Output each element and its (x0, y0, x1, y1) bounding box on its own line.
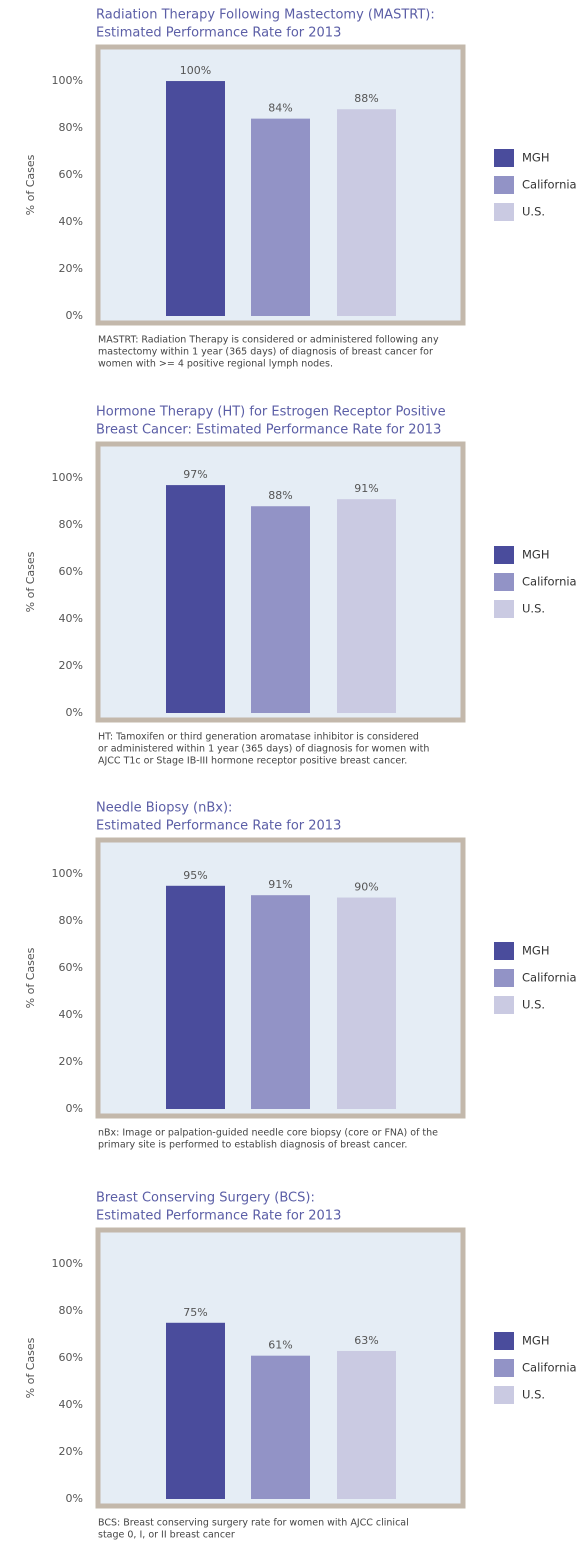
bar (166, 485, 225, 713)
value-label: 100% (180, 64, 211, 77)
value-label: 61% (268, 1339, 292, 1352)
legend-label: U.S. (522, 205, 545, 219)
y-tick-label: 60% (59, 565, 83, 578)
bar (251, 506, 310, 713)
bar (166, 885, 225, 1109)
bar (251, 118, 310, 316)
legend-swatch (494, 573, 514, 591)
legend-swatch (494, 1332, 514, 1350)
footnote: nBx: Image or palpation-guided needle co… (98, 1128, 438, 1139)
legend-label: California (522, 971, 577, 985)
legend-label: California (522, 178, 577, 192)
legend-label: MGH (522, 1334, 549, 1348)
y-axis-label: % of Cases (24, 551, 37, 612)
legend-swatch (494, 546, 514, 564)
y-tick-label: 20% (59, 262, 83, 275)
value-label: 63% (354, 1334, 378, 1347)
value-label: 91% (354, 482, 378, 495)
value-label: 75% (183, 1306, 207, 1319)
y-tick-label: 40% (59, 1398, 83, 1411)
y-tick-label: 0% (66, 1492, 83, 1505)
value-label: 97% (183, 468, 207, 481)
chart-title: Estimated Performance Rate for 2013 (96, 1209, 341, 1224)
y-tick-label: 80% (59, 1304, 83, 1317)
y-tick-label: 80% (59, 518, 83, 531)
y-tick-label: 60% (59, 168, 83, 181)
bar (337, 499, 396, 713)
y-tick-label: 0% (66, 706, 83, 719)
footnote: MASTRT: Radiation Therapy is considered … (98, 335, 439, 346)
bar (337, 897, 396, 1109)
y-tick-label: 40% (59, 215, 83, 228)
bar (166, 81, 225, 316)
legend-label: MGH (522, 151, 549, 165)
legend-swatch (494, 600, 514, 618)
footnote: HT: Tamoxifen or third generation aromat… (98, 732, 419, 743)
value-label: 88% (268, 489, 292, 502)
bar (337, 109, 396, 316)
footnote: stage 0, I, or II breast cancer (98, 1530, 235, 1541)
chart-title: Breast Conserving Surgery (BCS): (96, 1191, 315, 1206)
legend-swatch (494, 203, 514, 221)
legend-label: U.S. (522, 1388, 545, 1402)
bar (251, 895, 310, 1109)
chart-title: Needle Biopsy (nBx): (96, 801, 232, 816)
value-label: 95% (183, 869, 207, 882)
chart: Hormone Therapy (HT) for Estrogen Recept… (24, 405, 577, 767)
y-tick-label: 100% (52, 471, 83, 484)
value-label: 90% (354, 881, 378, 894)
legend-label: California (522, 1361, 577, 1375)
y-tick-label: 100% (52, 1257, 83, 1270)
footnote: or administered within 1 year (365 days)… (98, 744, 429, 755)
legend-swatch (494, 996, 514, 1014)
y-tick-label: 40% (59, 1008, 83, 1021)
footnote: BCS: Breast conserving surgery rate for … (98, 1518, 409, 1529)
y-axis-label: % of Cases (24, 1337, 37, 1398)
bar (166, 1322, 225, 1499)
legend-swatch (494, 1359, 514, 1377)
legend-swatch (494, 969, 514, 987)
chart: Needle Biopsy (nBx): Estimated Performanc… (24, 801, 577, 1151)
y-tick-label: 0% (66, 1102, 83, 1115)
legend-swatch (494, 149, 514, 167)
footnote: AJCC T1c or Stage IB-III hormone recepto… (98, 756, 407, 767)
legend-swatch (494, 942, 514, 960)
y-tick-label: 60% (59, 1351, 83, 1364)
chart-title: Breast Cancer: Estimated Performance Rat… (96, 423, 441, 438)
bar (337, 1350, 396, 1499)
legend-label: U.S. (522, 998, 545, 1012)
y-tick-label: 20% (59, 1055, 83, 1068)
value-label: 88% (354, 92, 378, 105)
legend-label: MGH (522, 944, 549, 958)
y-tick-label: 60% (59, 961, 83, 974)
legend-swatch (494, 1386, 514, 1404)
y-tick-label: 80% (59, 121, 83, 134)
chart-title: Estimated Performance Rate for 2013 (96, 819, 341, 834)
legend-swatch (494, 176, 514, 194)
chart: Radiation Therapy Following Mastectomy (… (24, 8, 577, 370)
footnote: women with >= 4 positive regional lymph … (98, 359, 333, 370)
footnote: primary site is performed to establish d… (98, 1140, 407, 1151)
y-tick-label: 80% (59, 914, 83, 927)
bar (251, 1355, 310, 1499)
y-tick-label: 0% (66, 309, 83, 322)
y-tick-label: 40% (59, 612, 83, 625)
chart: Breast Conserving Surgery (BCS): Estimate… (24, 1191, 577, 1541)
y-tick-label: 100% (52, 74, 83, 87)
y-axis-label: % of Cases (24, 154, 37, 215)
legend-label: U.S. (522, 602, 545, 616)
chart-title: Estimated Performance Rate for 2013 (96, 26, 341, 41)
legend-label: MGH (522, 548, 549, 562)
footnote: mastectomy within 1 year (365 days) of d… (98, 347, 433, 358)
chart-title: Radiation Therapy Following Mastectomy (… (96, 8, 435, 23)
value-label: 84% (268, 102, 292, 115)
value-label: 91% (268, 878, 292, 891)
y-tick-label: 20% (59, 659, 83, 672)
y-tick-label: 20% (59, 1445, 83, 1458)
chart-title: Hormone Therapy (HT) for Estrogen Recept… (96, 405, 446, 420)
legend-label: California (522, 575, 577, 589)
y-axis-label: % of Cases (24, 947, 37, 1008)
y-tick-label: 100% (52, 867, 83, 880)
